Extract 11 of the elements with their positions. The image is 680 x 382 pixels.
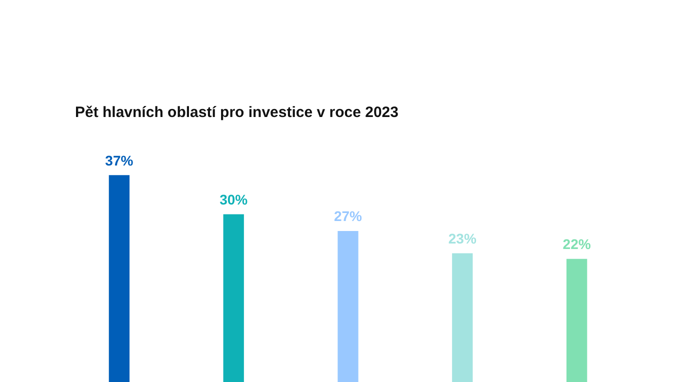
data-label: 22% (562, 236, 592, 252)
data-label: 27% (334, 208, 363, 224)
bar (108, 175, 130, 382)
data-label: 37% (105, 152, 134, 168)
bar (452, 253, 473, 382)
data-label: 30% (220, 191, 248, 208)
bar (223, 214, 244, 382)
bar (566, 258, 588, 382)
chart-title: Pět hlavních oblastí pro investice v roce 2023 (75, 104, 398, 121)
bar (338, 230, 358, 382)
data-label: 23% (448, 230, 477, 246)
